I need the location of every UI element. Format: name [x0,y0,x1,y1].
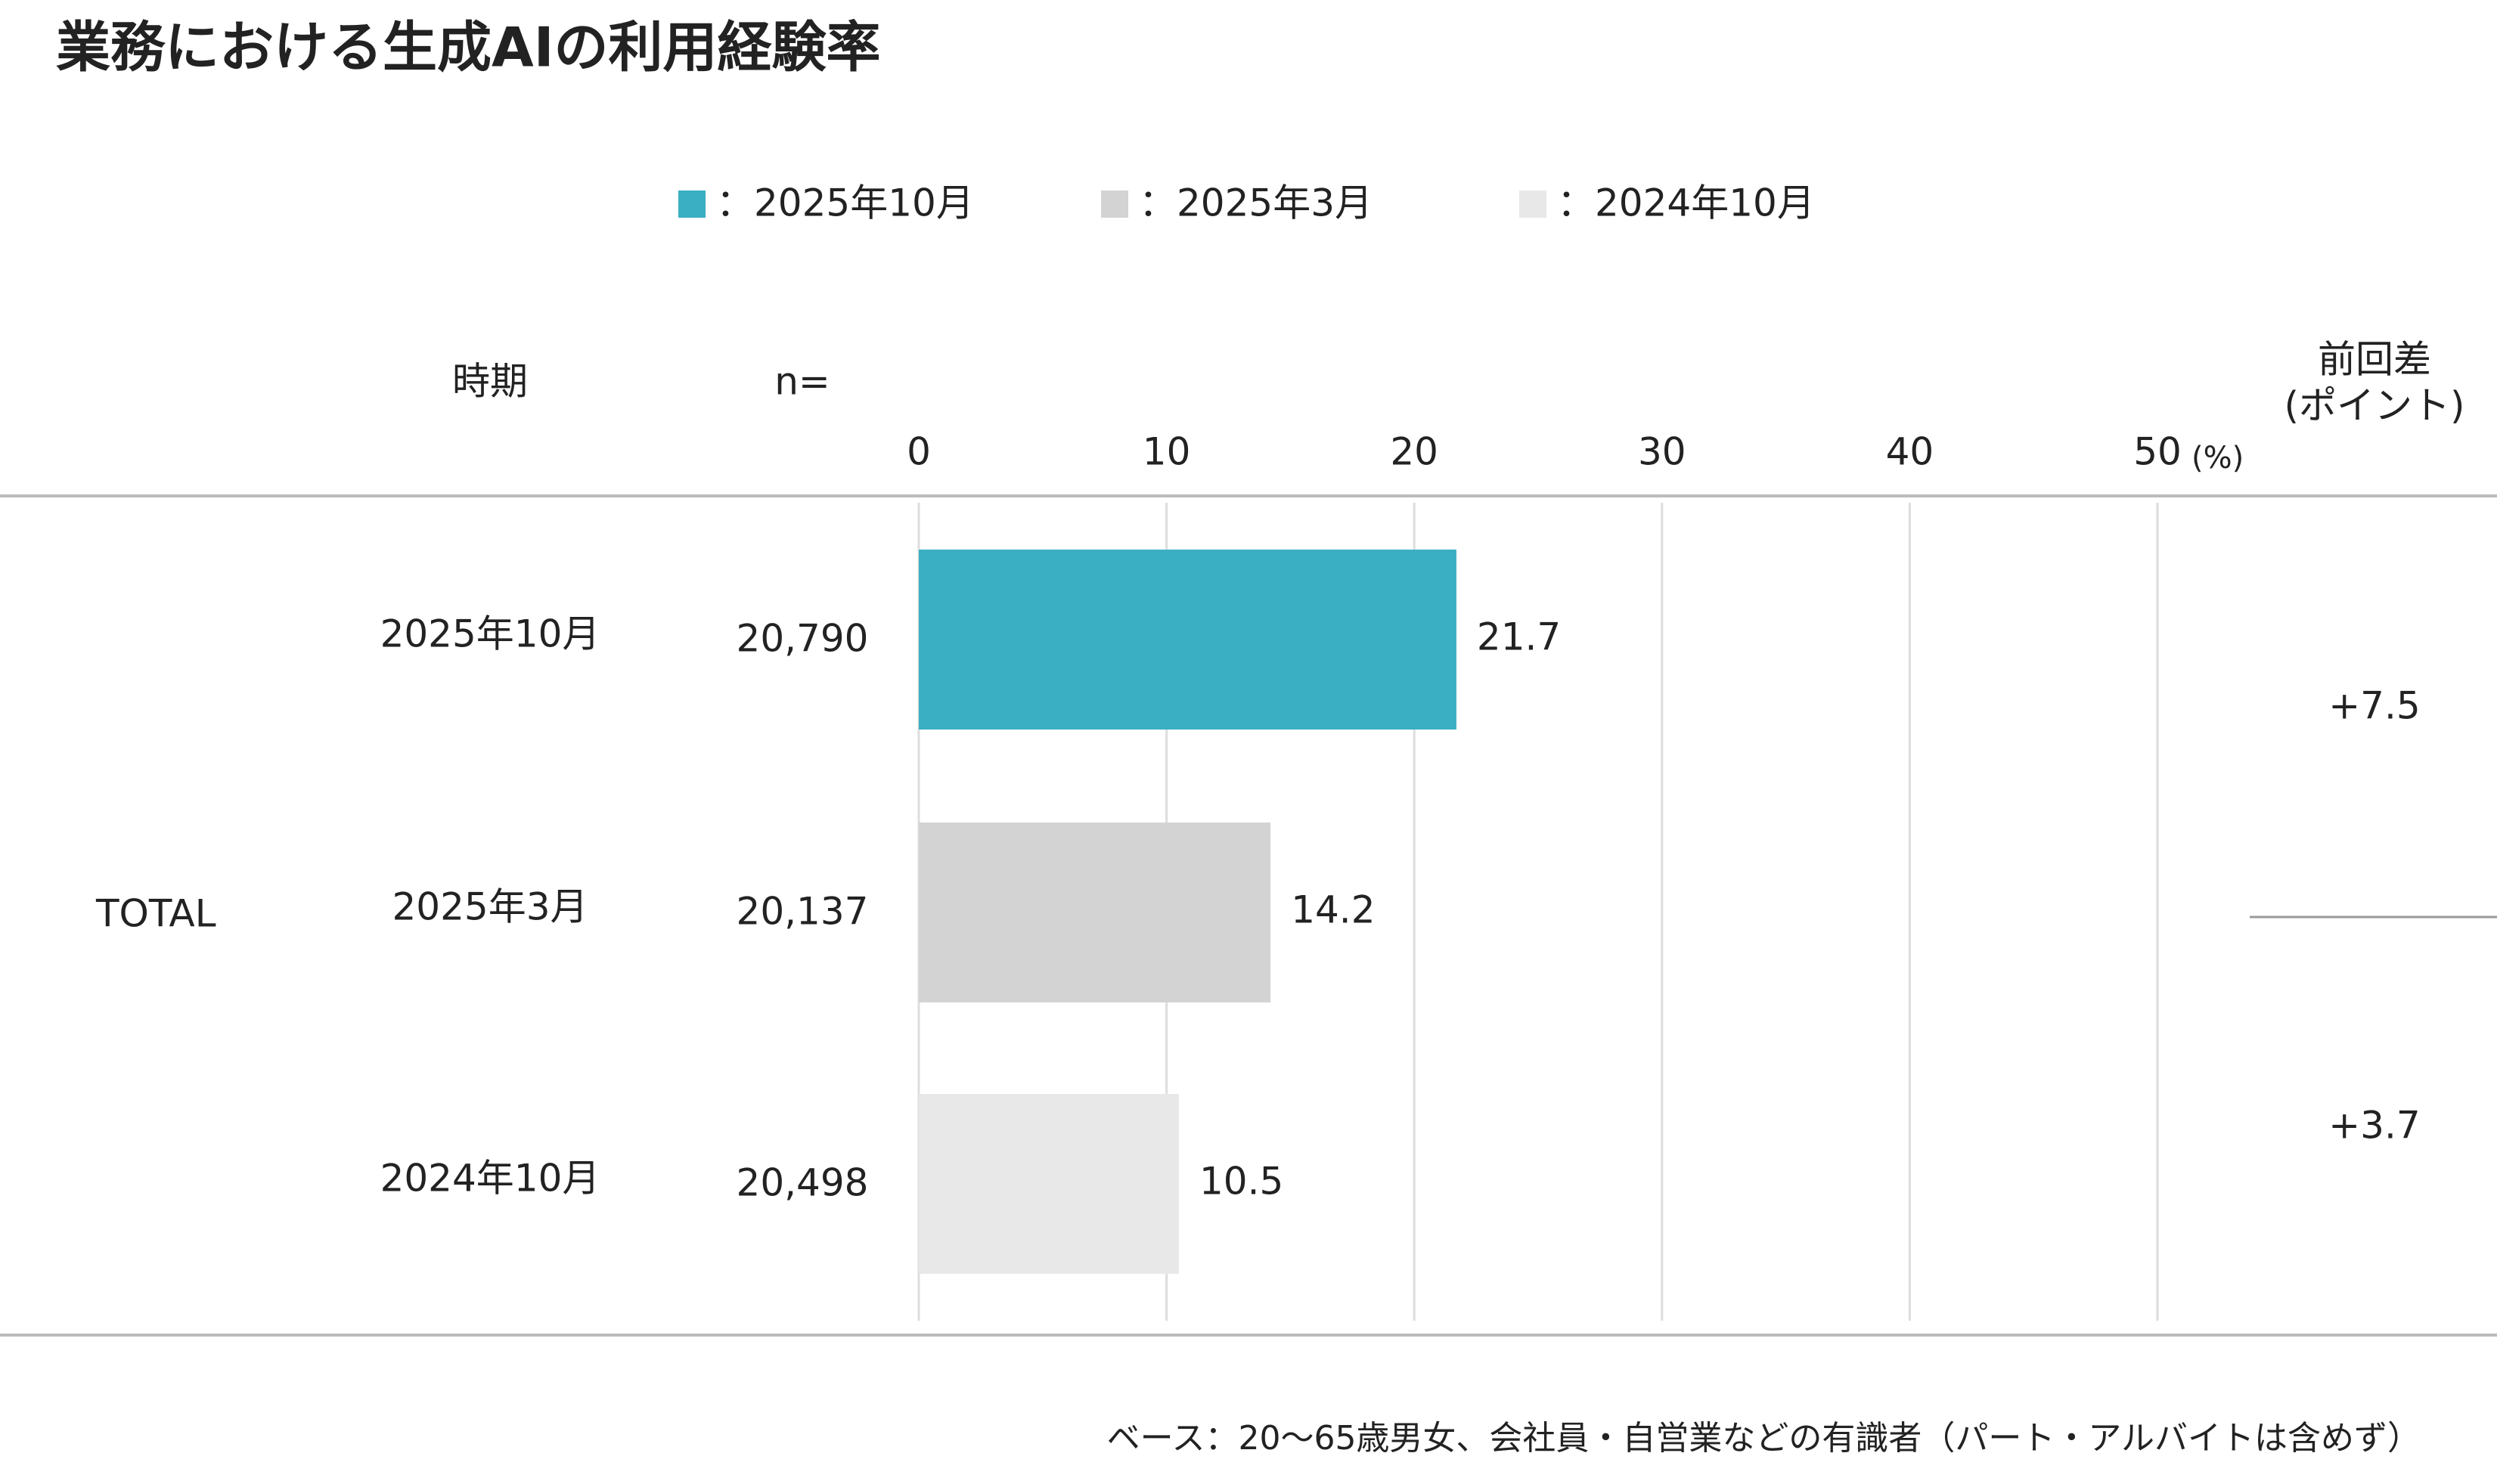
x-tick-label: 20 [1390,430,1438,474]
row-label: 2025年10月 [380,612,600,656]
legend-swatch [1101,191,1128,218]
column-header: 前回差 [2318,338,2431,382]
value-label: 21.7 [1477,615,1561,659]
x-tick-label: 10 [1143,430,1191,474]
chart-title: 業務における生成AIの利用経験率 [56,16,881,79]
legend-label: ：2025年10月 [716,181,974,225]
column-header: n= [774,360,830,404]
x-tick-label: 0 [907,430,931,474]
bar [919,1094,1179,1274]
n-label: 20,790 [737,617,869,661]
diff-label: +3.7 [2328,1104,2420,1148]
x-tick-label: 50 [2133,430,2182,474]
footnote: ベース：20～65歳男女、会社員・自営業などの有識者（パート・アルバイトは含めず… [1107,1419,2421,1458]
value-label: 10.5 [1199,1160,1283,1204]
column-header: 時期 [452,360,528,404]
legend-label: ：2025年3月 [1139,181,1373,225]
legend-swatch [678,191,706,218]
row-label: 2025年3月 [392,885,588,929]
column-header: (ポイント) [2284,384,2464,428]
bar [919,550,1456,730]
legend-swatch [1519,191,1546,218]
n-label: 20,137 [737,890,869,934]
unit-label: (%) [2191,441,2244,476]
legend-label: ：2024年10月 [1557,181,1815,225]
bar [919,823,1271,1002]
row-label: 2024年10月 [380,1157,600,1201]
value-label: 14.2 [1291,888,1375,932]
diff-label: +7.5 [2328,684,2420,728]
x-tick-label: 40 [1886,430,1934,474]
n-label: 20,498 [737,1161,869,1205]
group-label: TOTAL [95,892,216,936]
x-tick-label: 30 [1638,430,1686,474]
